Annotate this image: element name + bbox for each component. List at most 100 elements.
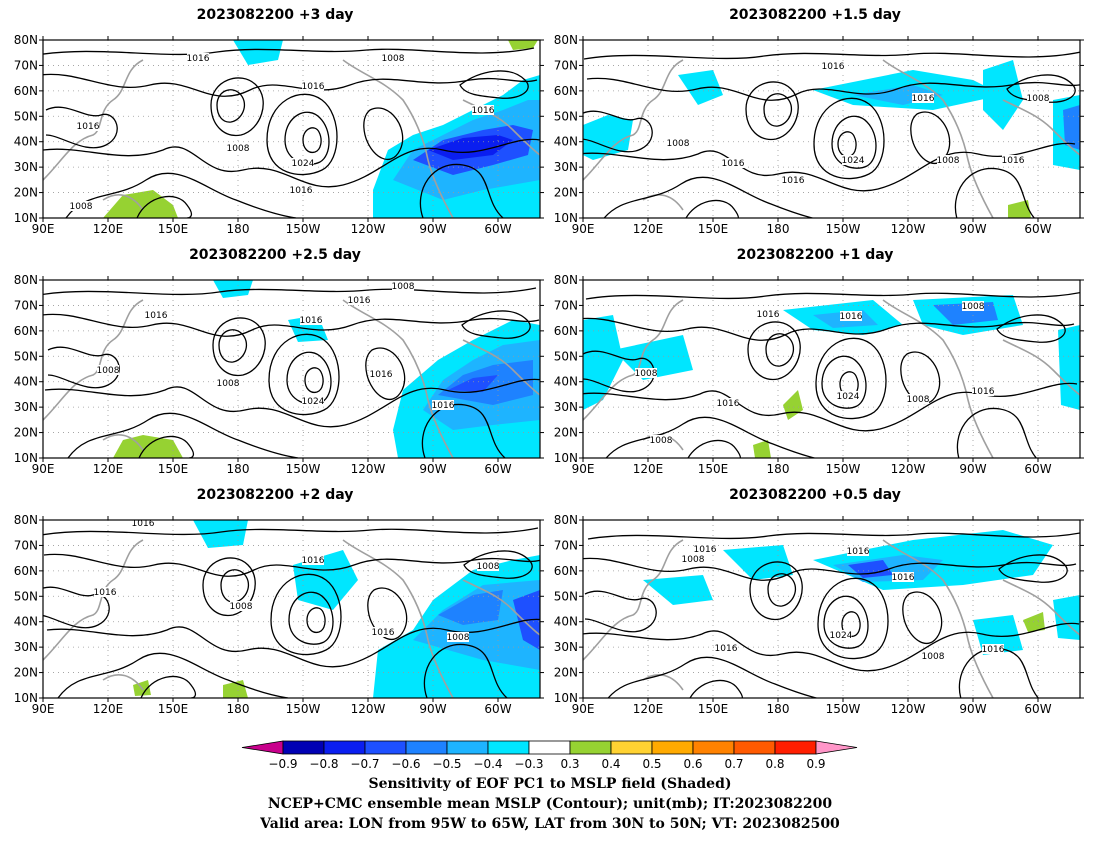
contour-label: 1008	[635, 369, 658, 379]
panel-title: 2023082200 +1 day	[736, 247, 894, 263]
colorbar-swatch	[528, 740, 571, 755]
lon-tick-label: 120W	[351, 702, 386, 716]
contour-label: 1016	[370, 370, 393, 380]
mslp-contour	[268, 333, 340, 416]
mslp-contour	[363, 107, 404, 161]
mslp-contour	[218, 329, 248, 363]
lat-tick-label: 30N	[14, 400, 38, 414]
lat-tick-label: 30N	[554, 160, 578, 174]
contour-label: 1008	[97, 366, 120, 376]
contour-label: 1024	[842, 156, 865, 166]
mslp-contour	[216, 89, 246, 123]
caption-line-3: Valid area: LON from 95W to 65W, LAT fro…	[260, 816, 840, 832]
mslp-contour	[837, 131, 857, 158]
lon-tick-label: 150E	[158, 462, 189, 476]
lat-tick-label: 80N	[554, 33, 578, 47]
lon-tick-label: 120W	[351, 462, 386, 476]
lat-tick-label: 60N	[14, 84, 38, 98]
map-p3: 1016 1008 1016 1016 1008 1008 1024 1016 1016 80N 7…	[14, 273, 544, 476]
mslp-contour	[421, 403, 506, 458]
lat-tick-label: 50N	[14, 349, 38, 363]
mslp-contour	[1006, 74, 1076, 103]
contour-label: 1016	[715, 644, 738, 654]
coastline	[1002, 99, 1080, 156]
contour-label: 1016	[694, 545, 717, 555]
colorbar: −0.9 −0.8 −0.7 −0.6 −0.5 −0.4 −0.3 0.3 0.4 0.5 0.6…	[241, 740, 858, 771]
panel-title: 2023082200 +0.5 day	[729, 487, 901, 503]
lon-tick-label: 150E	[158, 702, 189, 716]
contour-label: 1016	[187, 54, 210, 64]
colorbar-label: 0.7	[724, 757, 743, 771]
lon-tick-label: 180	[767, 702, 790, 716]
mslp-contour	[747, 321, 801, 381]
contour-label: 1024	[302, 397, 325, 407]
colorbar-label: 0.5	[642, 757, 661, 771]
coastline	[43, 299, 144, 421]
colorbar-swatch	[569, 740, 612, 755]
contour-label: 1008	[1027, 94, 1050, 104]
lon-tick-label: 150W	[826, 702, 861, 716]
map-p5: 1016 1016 1008 1016 1008 1016 1008 80N 70N 60N 50N…	[14, 513, 544, 716]
lon-tick-label: 180	[767, 222, 790, 236]
contour-label: 1016	[822, 62, 845, 72]
mslp-contour	[367, 587, 408, 641]
mslp-contour	[603, 176, 815, 218]
colorbar-label: 0.8	[765, 757, 784, 771]
lat-tick-label: 20N	[14, 666, 38, 680]
contour-label: 1016	[847, 547, 870, 557]
contour-label: 1008	[922, 652, 945, 662]
lon-tick-label: 60W	[484, 462, 511, 476]
mslp-contour	[763, 93, 793, 127]
map-p6: 1016100810161016102410161008101680N70N60…	[554, 513, 1084, 716]
mslp-contour	[288, 591, 334, 645]
map-frame	[582, 279, 1081, 459]
panel-title: 2023082200 +3 day	[196, 7, 354, 23]
lat-tick-label: 10N	[554, 451, 578, 465]
mslp-contour	[585, 291, 1080, 300]
sensitivity-shading	[1008, 200, 1031, 218]
mslp-contour	[902, 591, 943, 645]
map-frame	[582, 519, 1081, 699]
contour-label: 1016	[300, 316, 323, 326]
lon-tick-label: 180	[227, 222, 250, 236]
sensitivity-shading	[448, 375, 498, 392]
mslp-contour	[745, 81, 799, 141]
mslp-contour	[584, 590, 657, 633]
lat-tick-label: 40N	[14, 615, 38, 629]
mslp-contour	[821, 355, 867, 409]
lon-tick-label: 120E	[633, 462, 664, 476]
contour-label: 1016	[982, 645, 1005, 655]
colorbar-label: 0.3	[560, 757, 579, 771]
sensitivity-shading	[583, 115, 633, 160]
lon-tick-label: 180	[227, 702, 250, 716]
lat-tick-label: 70N	[554, 298, 578, 312]
contour-label: 1008	[937, 156, 960, 166]
contour-label: 1008	[682, 555, 705, 565]
lat-tick-label: 40N	[554, 135, 578, 149]
lat-tick-label: 50N	[554, 349, 578, 363]
lon-tick-label: 150E	[698, 462, 729, 476]
mslp-contour	[210, 77, 264, 137]
contour-label: 1016	[432, 401, 455, 411]
lat-tick-label: 70N	[14, 58, 38, 72]
mslp-contour	[586, 77, 1080, 101]
sensitivity-shading	[438, 590, 503, 625]
mslp-contour	[998, 554, 1068, 583]
contour-label: 1008	[392, 282, 415, 292]
lon-tick-label: 90W	[959, 702, 986, 716]
lon-tick-label: 90W	[419, 702, 446, 716]
lat-tick-label: 10N	[14, 211, 38, 225]
contour-label: 1016	[892, 573, 915, 583]
colorbar-swatch	[446, 740, 489, 755]
lat-tick-label: 40N	[14, 375, 38, 389]
contour-label: 1016	[782, 176, 805, 186]
colorbar-swatch	[323, 740, 366, 755]
panel-title: 2023082200 +2.5 day	[189, 247, 361, 263]
mslp-contour	[202, 557, 256, 617]
contour-label: 1016	[77, 122, 100, 132]
colorbar-swatch	[487, 740, 530, 755]
coastline	[43, 59, 144, 181]
contour-label: 1016	[290, 186, 313, 196]
contour-label: 1008	[907, 395, 930, 405]
contour-label: 1008	[70, 202, 93, 212]
